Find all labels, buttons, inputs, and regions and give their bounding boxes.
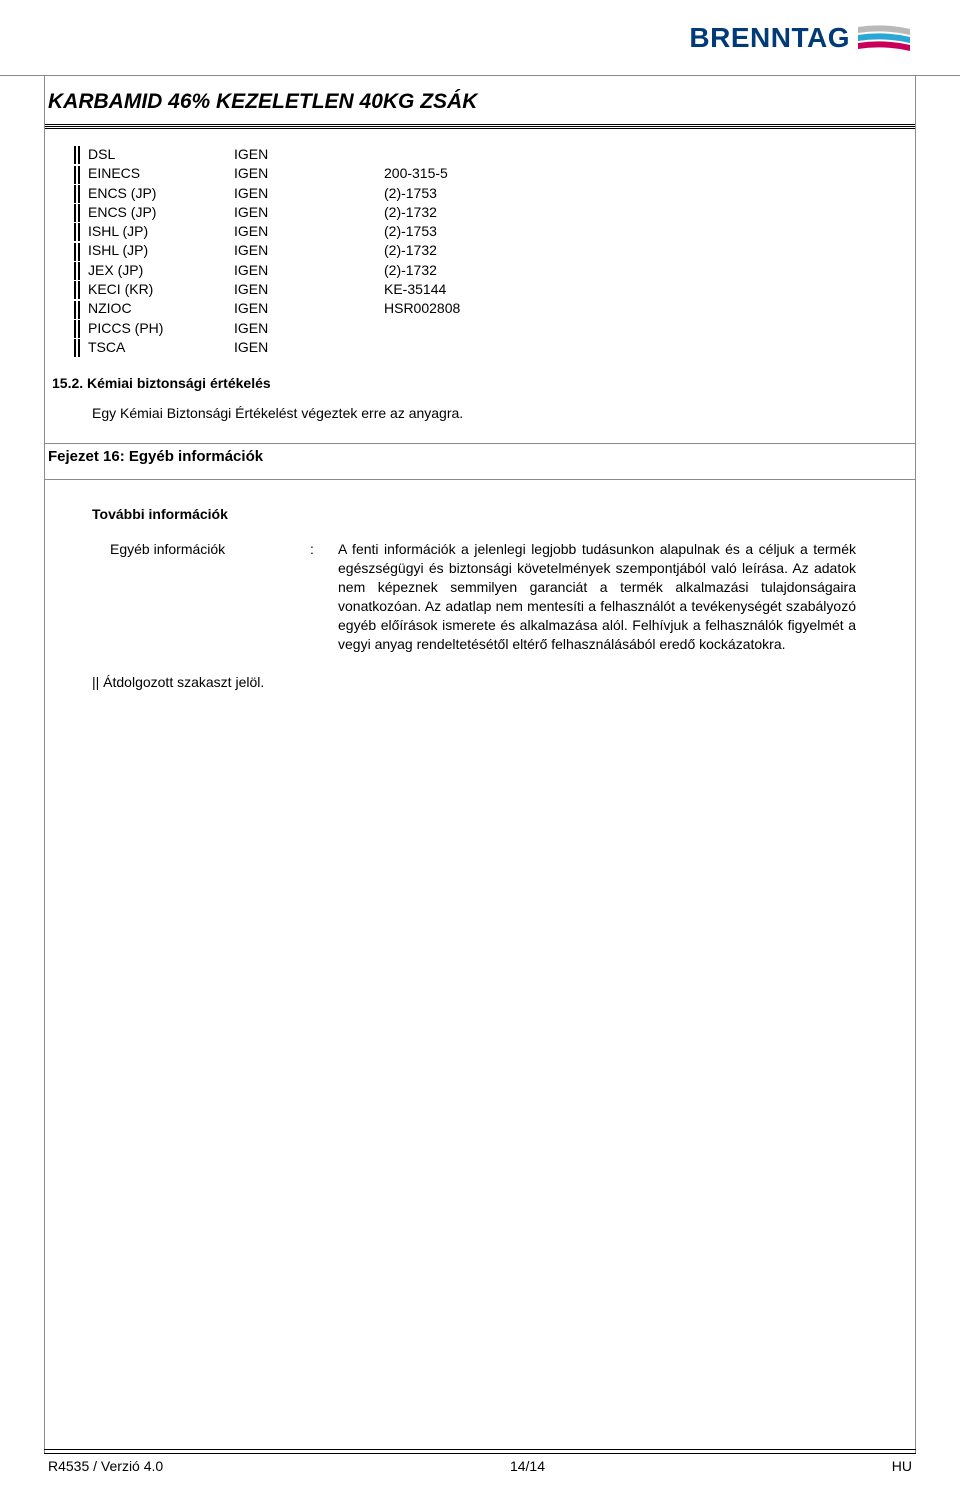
registry-name: ENCS (JP) xyxy=(88,203,234,222)
table-row: ENCS (JP)IGEN(2)-1732 xyxy=(74,203,584,222)
registry-flag: IGEN xyxy=(234,241,384,260)
section-16-subheading: További információk xyxy=(92,506,916,522)
registry-flag: IGEN xyxy=(234,261,384,280)
section-15-2-heading: 15.2. Kémiai biztonsági értékelés xyxy=(52,375,916,391)
registry-flag: IGEN xyxy=(234,338,384,357)
registry-name: ISHL (JP) xyxy=(88,222,234,241)
brand-logo-mark-icon xyxy=(856,23,912,53)
page-header: BRENNTAG xyxy=(0,0,960,76)
registry-code: (2)-1732 xyxy=(384,261,584,280)
table-row: DSLIGEN xyxy=(74,145,584,164)
table-row: ENCS (JP)IGEN(2)-1753 xyxy=(74,184,584,203)
registry-name: DSL xyxy=(88,145,234,164)
registry-flag: IGEN xyxy=(234,280,384,299)
frame-right xyxy=(915,76,916,1454)
registry-code: (2)-1732 xyxy=(384,203,584,222)
title-rule-2 xyxy=(44,128,916,129)
table-row: ISHL (JP)IGEN(2)-1732 xyxy=(74,241,584,260)
section-divider xyxy=(44,443,916,444)
registry-table: DSLIGEN EINECSIGEN200-315-5 ENCS (JP)IGE… xyxy=(74,145,584,357)
registry-flag: IGEN xyxy=(234,319,384,338)
registry-name: PICCS (PH) xyxy=(88,319,234,338)
table-row: NZIOCIGENHSR002808 xyxy=(74,299,584,318)
table-row: EINECSIGEN200-315-5 xyxy=(74,164,584,183)
registry-flag: IGEN xyxy=(234,145,384,164)
registry-code: 200-315-5 xyxy=(384,164,584,183)
document-title: KARBAMID 46% KEZELETLEN 40KG ZSÁK xyxy=(44,76,916,124)
footer-rule xyxy=(44,1449,916,1452)
table-row: ISHL (JP)IGEN(2)-1753 xyxy=(74,222,584,241)
brand-logo: BRENNTAG xyxy=(689,22,912,54)
table-row: TSCAIGEN xyxy=(74,338,584,357)
other-info-label: Egyéb információk xyxy=(110,540,310,653)
registry-name: KECI (KR) xyxy=(88,280,234,299)
registry-name: NZIOC xyxy=(88,299,234,318)
registry-code: (2)-1753 xyxy=(384,222,584,241)
registry-name: ENCS (JP) xyxy=(88,184,234,203)
table-row: KECI (KR)IGENKE-35144 xyxy=(74,280,584,299)
registry-flag: IGEN xyxy=(234,184,384,203)
page-content: KARBAMID 46% KEZELETLEN 40KG ZSÁK DSLIGE… xyxy=(0,76,960,690)
table-row: PICCS (PH)IGEN xyxy=(74,319,584,338)
registry-code: (2)-1753 xyxy=(384,184,584,203)
footer-left: R4535 / Verzió 4.0 xyxy=(48,1458,163,1474)
page: BRENNTAG KARBAMID 46% KEZELETLEN 40KG ZS… xyxy=(0,0,960,1512)
registry-name: JEX (JP) xyxy=(88,261,234,280)
section-16-heading: Fejezet 16: Egyéb információk xyxy=(48,448,916,465)
other-info-text: A fenti információk a jelenlegi legjobb … xyxy=(338,540,916,653)
table-row: JEX (JP)IGEN(2)-1732 xyxy=(74,261,584,280)
page-footer: R4535 / Verzió 4.0 14/14 HU xyxy=(44,1449,916,1474)
footer-center: 14/14 xyxy=(510,1458,545,1474)
title-rule xyxy=(44,124,916,127)
registry-code xyxy=(384,338,584,357)
registry-code xyxy=(384,319,584,338)
other-info-row: Egyéb információk : A fenti információk … xyxy=(110,540,916,653)
colon: : xyxy=(310,540,338,653)
registry-name: EINECS xyxy=(88,164,234,183)
section-15-2-body: Egy Kémiai Biztonsági Értékelést végezte… xyxy=(92,405,916,421)
registry-flag: IGEN xyxy=(234,164,384,183)
frame-left xyxy=(44,76,45,1454)
registry-flag: IGEN xyxy=(234,299,384,318)
revised-section-note: || Átdolgozott szakaszt jelöl. xyxy=(92,674,916,690)
registry-name: ISHL (JP) xyxy=(88,241,234,260)
registry-code xyxy=(384,145,584,164)
registry-flag: IGEN xyxy=(234,203,384,222)
brand-logo-text: BRENNTAG xyxy=(689,22,850,54)
section-divider xyxy=(44,479,916,480)
registry-flag: IGEN xyxy=(234,222,384,241)
footer-row: R4535 / Verzió 4.0 14/14 HU xyxy=(44,1458,916,1474)
registry-code: KE-35144 xyxy=(384,280,584,299)
registry-code: HSR002808 xyxy=(384,299,584,318)
footer-right: HU xyxy=(892,1458,912,1474)
registry-name: TSCA xyxy=(88,338,234,357)
registry-code: (2)-1732 xyxy=(384,241,584,260)
